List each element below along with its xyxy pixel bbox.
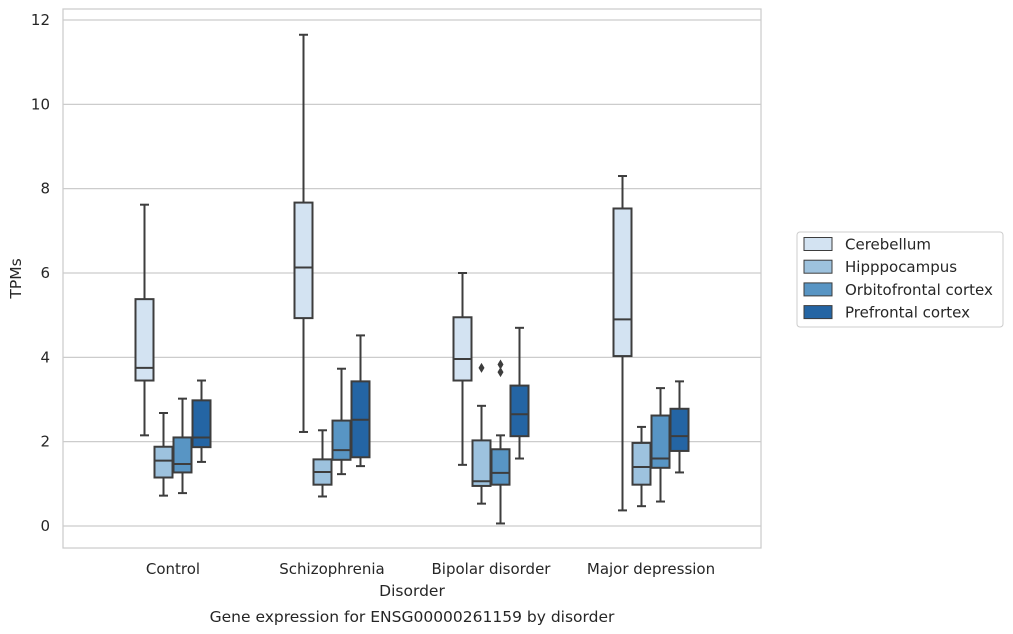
- box-2-0: [452, 272, 473, 466]
- legend-label: Hipppocampus: [845, 258, 957, 276]
- legend-label: Cerebellum: [845, 236, 931, 254]
- y-tick-label: 12: [31, 11, 50, 29]
- y-tick-label: 6: [40, 264, 50, 282]
- box-body: [631, 441, 652, 486]
- x-tick-label: Schizophrenia: [279, 560, 384, 578]
- box-1-1: [312, 429, 333, 498]
- legend-swatch: [803, 282, 833, 297]
- legend-swatch: [803, 237, 833, 251]
- box-body: [669, 407, 690, 452]
- x-axis-label: Disorder: [379, 582, 445, 600]
- box-body: [509, 384, 530, 438]
- box-1-3: [350, 334, 371, 468]
- box-body: [452, 316, 473, 382]
- box-body: [293, 201, 314, 320]
- box-0-2: [172, 397, 193, 495]
- box-1-2: [331, 367, 352, 476]
- y-tick-label: 4: [40, 348, 50, 366]
- box-body: [612, 207, 633, 358]
- x-tick-label: Control: [146, 560, 200, 578]
- x-axis-ticks: Control Schizophrenia Bipolar disorder Majo…: [146, 560, 715, 578]
- box-body: [331, 419, 352, 461]
- box-2-1: [471, 362, 492, 505]
- y-tick-label: 8: [40, 180, 50, 198]
- box-body: [191, 399, 212, 449]
- box-0-1: [153, 411, 174, 497]
- y-tick-label: 2: [40, 433, 50, 451]
- y-tick-label: 10: [31, 95, 50, 113]
- box-body: [172, 436, 193, 474]
- box-body: [134, 298, 155, 382]
- legend-swatch: [803, 305, 833, 320]
- legend-frame: [796, 231, 1004, 328]
- box-1-0: [293, 33, 314, 433]
- x-tick-label: Bipolar disorder: [432, 560, 552, 578]
- box-2-2: [490, 359, 511, 525]
- outlier-marker: [497, 359, 504, 370]
- legend-label: Orbitofrontal cortex: [845, 281, 993, 299]
- outlier-marker: [497, 367, 504, 378]
- y-axis-ticks: 0 2 4 6 8 10 12: [31, 11, 50, 535]
- box-body: [471, 439, 492, 487]
- box-0-3: [191, 379, 212, 463]
- box-2-3: [509, 326, 530, 460]
- outlier-marker: [478, 362, 485, 373]
- box-body: [650, 414, 671, 469]
- y-tick-label: 0: [40, 517, 50, 535]
- box-3-3: [669, 380, 690, 474]
- y-axis-label: TPMs: [7, 258, 25, 299]
- legend-swatch: [803, 259, 833, 274]
- box-0-0: [134, 203, 155, 437]
- legend-label: Prefrontal cortex: [845, 304, 970, 322]
- box-body: [490, 448, 511, 486]
- box-3-0: [612, 175, 633, 512]
- box-plot-area: [134, 33, 690, 525]
- legend: Cerebellum Hipppocampus Orbitofrontal cort…: [796, 231, 1004, 328]
- box-3-1: [631, 425, 652, 508]
- box-3-2: [650, 387, 671, 503]
- chart-title: Gene expression for ENSG00000261159 by d…: [210, 608, 615, 626]
- plot-area-frame: [62, 8, 762, 549]
- box-body: [153, 445, 174, 479]
- x-tick-label: Major depression: [587, 560, 715, 578]
